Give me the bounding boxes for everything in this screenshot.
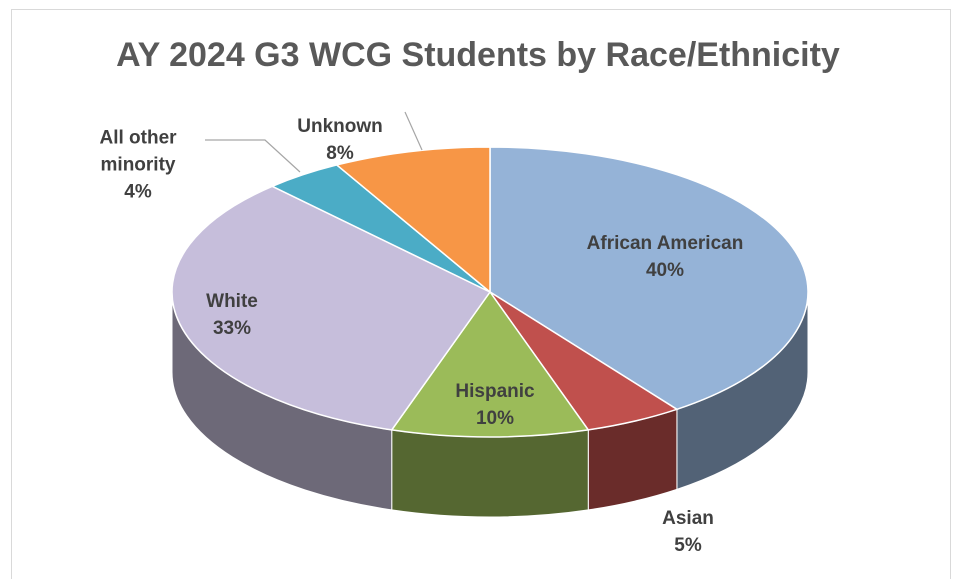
category-label: Hispanic	[455, 381, 535, 402]
pie-slice	[489, 146, 809, 411]
value-label: 40%	[645, 260, 685, 281]
pie-slice	[390, 290, 590, 438]
chart-title: AY 2024 G3 WCG Students by Race/Ethnicit…	[116, 36, 840, 74]
value-label: 8%	[326, 143, 354, 164]
category-label: Asian	[662, 508, 714, 529]
slice-label: Unknown 8%	[297, 113, 383, 167]
value-label: 33%	[212, 318, 252, 339]
category-label: All other minority	[99, 127, 177, 176]
category-label: African American	[586, 233, 744, 254]
category-label: Unknown	[297, 116, 383, 137]
pie-slice	[171, 185, 492, 431]
category-label: White	[206, 291, 258, 312]
value-label: 4%	[124, 181, 152, 203]
value-label: 10%	[475, 408, 515, 429]
pie-side	[391, 429, 589, 518]
slice-label: All other minority 4%	[78, 125, 198, 206]
chart-frame	[11, 9, 951, 579]
slice-label: African American 40%	[587, 230, 744, 284]
slice-label: Asian 5%	[662, 505, 714, 559]
leader-line	[404, 111, 423, 151]
slice-label: White 33%	[206, 288, 258, 342]
slice-label: Hispanic 10%	[455, 378, 534, 432]
leader-line	[205, 139, 301, 173]
value-label: 5%	[674, 535, 702, 556]
pie-slice	[335, 146, 491, 294]
